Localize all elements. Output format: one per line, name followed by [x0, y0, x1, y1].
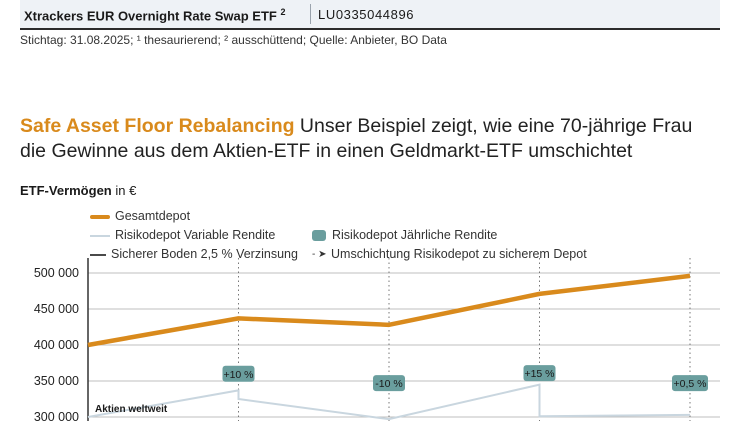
annual-return-label: +10 %: [223, 369, 253, 381]
line-chart: 500 000 450 000 400 000 350 000 300 000 +10 …: [34, 258, 720, 421]
y-tick-label: 400 000: [34, 338, 79, 352]
variable-return-line: [87, 383, 691, 421]
y-tick-label: 500 000: [34, 266, 79, 280]
fund-isin: LU0335044896: [318, 7, 415, 22]
gesamtdepot-line: [87, 273, 691, 348]
legend-swatch-variable: [90, 234, 110, 237]
series-annotation: Aktien weltweit: [95, 404, 168, 415]
arrow-right-icon: - ➤: [312, 249, 327, 261]
annual-return-label: -10 %: [375, 378, 402, 390]
legend-item-variable: Risikodepot Variable Rendite: [90, 228, 275, 242]
variable-return-series: [87, 383, 691, 421]
legend-label-gesamtdepot: Gesamtdepot: [115, 209, 191, 223]
fund-name: Xtrackers EUR Overnight Rate Swap ETF 2: [24, 7, 286, 24]
legend-label-jaehrlich: Risikodepot Jährliche Rendite: [332, 228, 498, 242]
legend-label-variable: Risikodepot Variable Rendite: [115, 228, 276, 242]
y-tick-labels: 500 000 450 000 400 000 350 000 300 000: [34, 266, 79, 421]
headline-text-line2: die Gewinne aus dem Aktien-ETF in einen …: [20, 140, 633, 162]
legend-item-gesamtdepot: Gesamtdepot: [90, 209, 190, 223]
table-footnote: Stichtag: 31.08.2025; ¹ thesaurierend; ²…: [20, 33, 447, 47]
annual-return-badges: +10 % -10 % +15 % +0,5 %: [222, 365, 708, 392]
chart-legend: Gesamtdepot Risikodepot Variable Rendite…: [90, 209, 730, 269]
annual-return-badge: [672, 375, 708, 392]
chart-headline: Safe Asset Floor Rebalancing Unser Beisp…: [20, 114, 730, 164]
legend-swatch-boden: [90, 253, 106, 256]
annual-return-badge: [523, 365, 556, 382]
footnote-mark: 2: [280, 7, 286, 17]
legend-item-jaehrlich: Risikodepot Jährliche Rendite: [312, 228, 497, 242]
legend-item-boden: Sicherer Boden 2,5 % Verzinsung: [90, 247, 298, 261]
fund-table-row: Xtrackers EUR Overnight Rate Swap ETF 2 …: [20, 0, 720, 30]
legend-label-umschichtung: Umschichtung Risikodepot zu sicherem Dep…: [331, 247, 587, 261]
y-tick-label: 350 000: [34, 374, 79, 388]
y-tick-label: 450 000: [34, 302, 79, 316]
column-divider: [310, 4, 311, 24]
annual-return-label: +0,5 %: [674, 378, 707, 390]
y-tick-label: 300 000: [34, 410, 79, 421]
legend-label-boden: Sicherer Boden 2,5 % Verzinsung: [111, 247, 298, 261]
chart-subtitle: ETF-Vermögen in €: [20, 183, 136, 198]
headline-text-line1: Unser Beispiel zeigt, wie eine 70-jährig…: [294, 115, 693, 137]
annual-return-badge: [373, 375, 405, 392]
legend-item-umschichtung: - ➤ Umschichtung Risikodepot zu sicherem …: [312, 247, 587, 261]
legend-swatch-jaehrlich: [312, 230, 326, 242]
subtitle-bold: ETF-Vermögen: [20, 183, 112, 198]
headline-accent: Safe Asset Floor Rebalancing: [20, 115, 295, 137]
legend-swatch-gesamtdepot: [90, 214, 110, 219]
total-depot-series: [87, 273, 691, 348]
annual-return-badge: [222, 365, 255, 382]
annual-return-label: +15 %: [524, 368, 554, 380]
subtitle-unit: in €: [111, 183, 137, 198]
annotation-layer: Aktien weltweit: [95, 404, 168, 415]
